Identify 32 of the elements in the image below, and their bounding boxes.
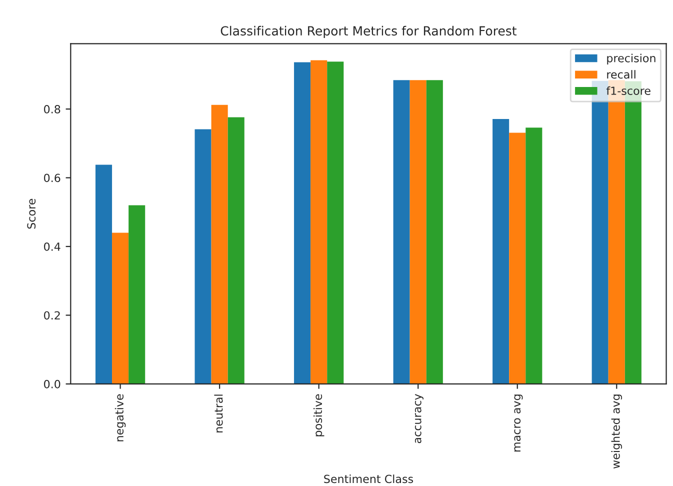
bar (194, 129, 212, 384)
legend-label: f1-score (606, 86, 650, 95)
bar (410, 80, 426, 384)
y-tick-label: 0.2 (44, 311, 60, 320)
bar (393, 80, 410, 384)
legend-label: recall (607, 70, 636, 79)
bar (128, 205, 146, 384)
x-tick-label: neutral (214, 394, 223, 432)
y-axis-title: Score (27, 198, 36, 229)
bar (112, 232, 129, 384)
bar (228, 117, 244, 384)
bar (426, 80, 443, 384)
bar (526, 128, 542, 384)
bar (327, 62, 344, 384)
bar (294, 62, 311, 384)
x-tick-label: positive (313, 394, 324, 436)
y-tick-label: 0.8 (44, 105, 60, 114)
x-tick-label: negative (114, 394, 126, 442)
bar (211, 104, 228, 384)
legend-label: precision (607, 54, 656, 64)
bar (492, 118, 510, 384)
x-axis-title: Sentiment Class (324, 474, 414, 484)
y-tick-label: 0.6 (44, 174, 60, 182)
y-tick-label: 0.0 (44, 380, 60, 388)
bar (95, 164, 112, 384)
chart-title: Classification Report Metrics for Random Forest (220, 26, 516, 38)
y-tick-label: 0.4 (44, 242, 60, 251)
x-tick-label: accuracy (414, 394, 424, 444)
bar (310, 60, 328, 384)
x-tick-label: weighted avg (611, 394, 622, 469)
x-tick-label: macro avg (514, 394, 523, 452)
bar (509, 132, 526, 384)
